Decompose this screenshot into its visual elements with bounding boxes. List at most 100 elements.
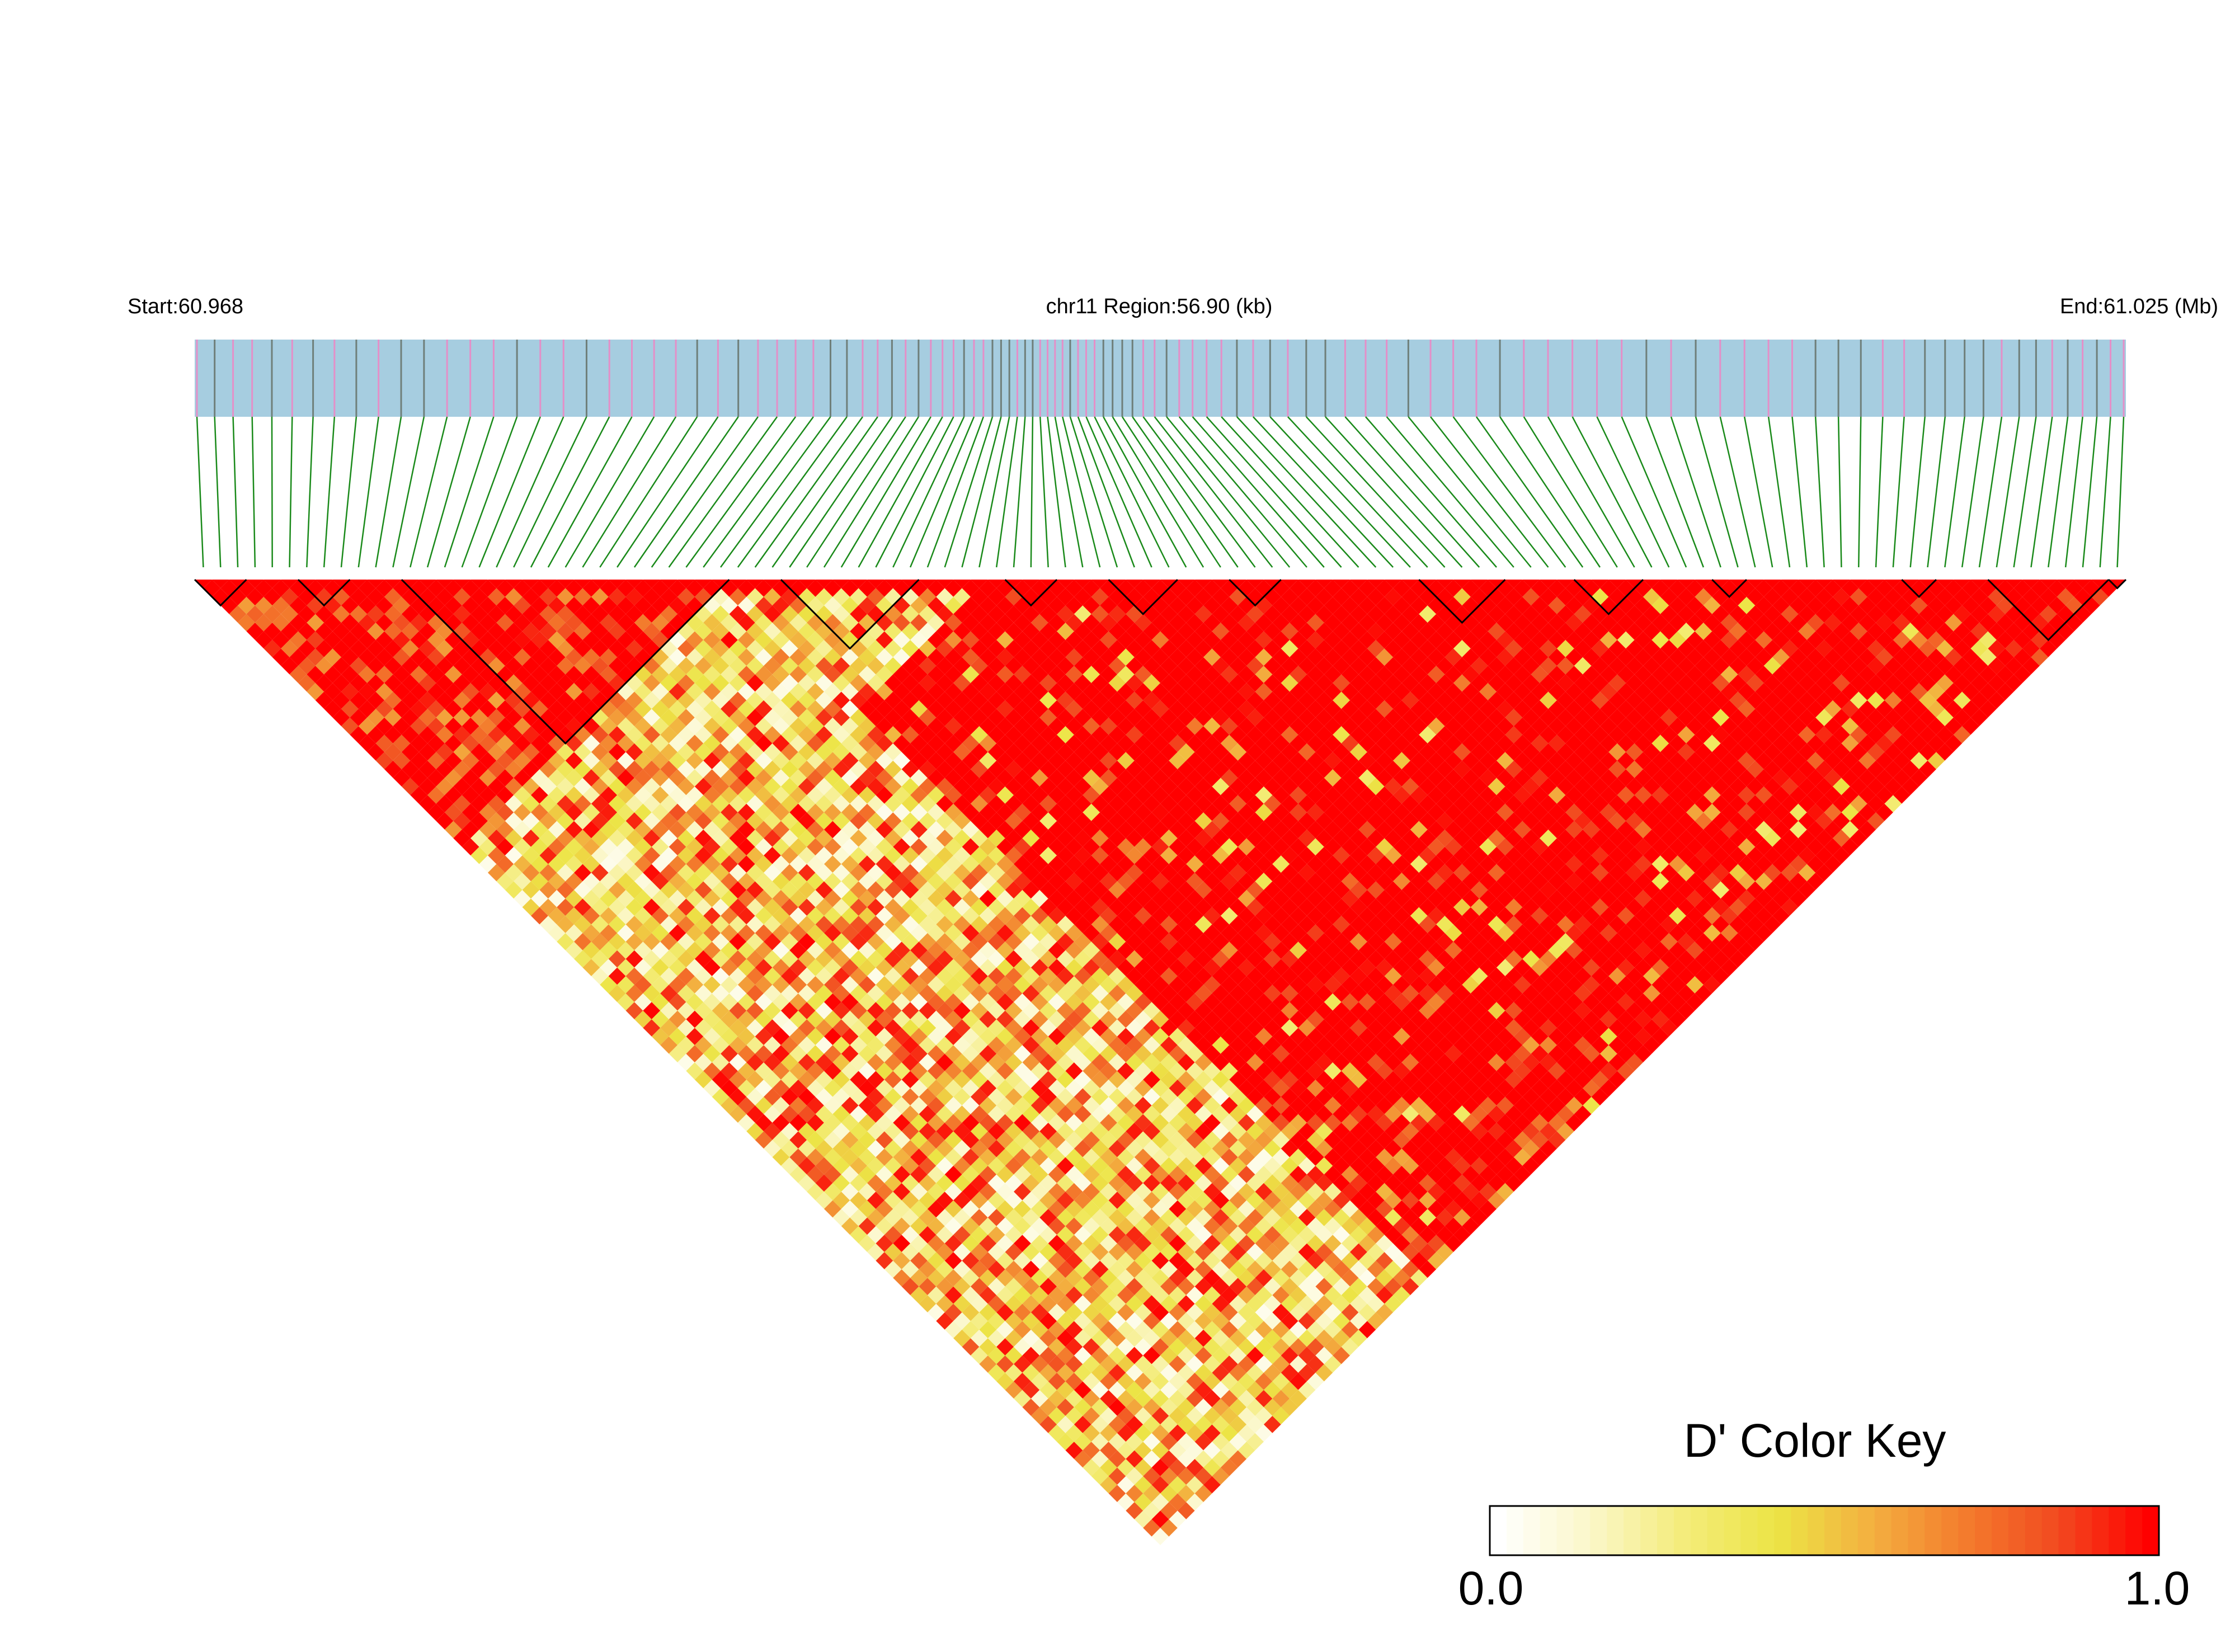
ld-cell	[1281, 933, 1298, 950]
ld-cell	[1194, 1467, 1212, 1485]
ld-cell	[1065, 1131, 1083, 1149]
ld-cell	[1341, 1183, 1359, 1201]
ld-cell	[436, 726, 454, 743]
ld-cell	[807, 821, 824, 839]
ld-cell	[746, 1105, 764, 1123]
region-title-label: chr11 Region:56.90 (kb)	[1046, 295, 1273, 318]
ld-cell	[962, 1269, 980, 1287]
ld-cell	[1290, 872, 1307, 890]
ld-cell	[1108, 743, 1126, 761]
ld-cell	[686, 683, 704, 700]
ld-cell	[1108, 657, 1126, 675]
ld-cell	[324, 666, 341, 683]
ld-cell	[1462, 993, 1480, 1011]
ld-cell	[436, 743, 454, 761]
ld-cell	[1083, 1303, 1100, 1321]
ld-cell	[1134, 1131, 1152, 1149]
snp-connector-line	[1206, 416, 1342, 568]
ld-cell	[1005, 588, 1023, 606]
ld-cell	[625, 709, 643, 726]
ld-cell	[462, 769, 479, 787]
ld-cell	[453, 691, 471, 709]
ld-cell	[660, 1019, 677, 1037]
ld-cell	[410, 700, 428, 718]
ld-cell	[780, 709, 798, 726]
ld-cell	[643, 846, 661, 864]
ld-cell	[539, 881, 557, 899]
ld-cell	[1048, 959, 1066, 976]
ld-cell	[694, 691, 712, 709]
ld-cell	[1341, 1200, 1359, 1218]
ld-cell	[1126, 1192, 1144, 1209]
ld-cell	[539, 623, 557, 640]
ld-cell	[1134, 1183, 1152, 1201]
ld-cell	[1324, 752, 1342, 770]
snp-connector-line	[1013, 416, 1026, 568]
ld-cell	[557, 864, 575, 882]
ld-cell	[1497, 1028, 1514, 1046]
ld-cell	[987, 1036, 1005, 1054]
ld-cell	[944, 1028, 962, 1046]
ld-cell	[824, 1062, 841, 1080]
ld-cell	[979, 1114, 997, 1132]
ld-cell	[410, 717, 428, 735]
ld-cell	[1031, 752, 1048, 770]
ld-cell	[479, 683, 497, 700]
ld-cell	[1108, 639, 1126, 657]
ld-cell	[746, 639, 764, 657]
ld-cell	[1315, 1243, 1333, 1261]
ld-cell	[1393, 1286, 1410, 1304]
ld-cell	[686, 769, 704, 787]
ld-cell	[410, 683, 428, 700]
ld-cell	[384, 588, 402, 606]
ld-cell	[1160, 1053, 1178, 1071]
ld-cell	[789, 1114, 807, 1132]
ld-cell	[496, 838, 514, 856]
ld-cell	[1194, 605, 1212, 623]
ld-cell	[1194, 1036, 1212, 1054]
ld-cell	[548, 614, 566, 632]
ld-cell	[884, 1260, 902, 1278]
ld-cell	[1151, 872, 1169, 890]
ld-cell	[962, 1096, 980, 1114]
ld-cell	[470, 623, 488, 640]
ld-cell	[1194, 1208, 1212, 1226]
ld-cell	[600, 976, 618, 994]
ld-cell	[1126, 743, 1144, 761]
ld-cell	[531, 821, 548, 839]
ld-cell	[444, 700, 462, 718]
ld-cell	[1160, 657, 1178, 675]
snp-connector-line	[1408, 416, 1532, 568]
ld-cell	[1393, 993, 1410, 1011]
ld-cell	[737, 631, 755, 649]
ld-cell	[1160, 623, 1178, 640]
ld-cell	[410, 648, 428, 666]
ld-cell	[418, 657, 436, 675]
ld-cell	[686, 889, 704, 907]
ld-cell	[1108, 916, 1126, 933]
ld-cell	[927, 855, 945, 873]
ld-cell	[1220, 1424, 1238, 1442]
ld-cell	[1315, 829, 1333, 847]
snp-connector-line	[1645, 416, 1705, 568]
ld-cell	[1410, 1114, 1428, 1132]
ld-cell	[1194, 950, 1212, 968]
ld-cell	[582, 924, 600, 942]
ld-cell	[470, 812, 488, 830]
ld-cell	[531, 666, 548, 683]
ld-cell	[427, 666, 445, 683]
ld-cell	[1048, 821, 1066, 839]
ld-cell	[479, 752, 497, 770]
snp-connector-line	[909, 416, 975, 568]
snp-connector-line	[858, 416, 943, 568]
ld-cell	[987, 1226, 1005, 1244]
snp-connector-line	[306, 416, 314, 568]
ld-cell	[884, 1243, 902, 1261]
snp-connector-line	[232, 416, 239, 568]
ld-edge-cell	[418, 580, 436, 589]
ld-cell	[841, 907, 859, 925]
snp-connector-line	[530, 416, 610, 568]
ld-cell	[1341, 1045, 1359, 1062]
ld-cell	[764, 1019, 781, 1037]
ld-cell	[936, 812, 954, 830]
